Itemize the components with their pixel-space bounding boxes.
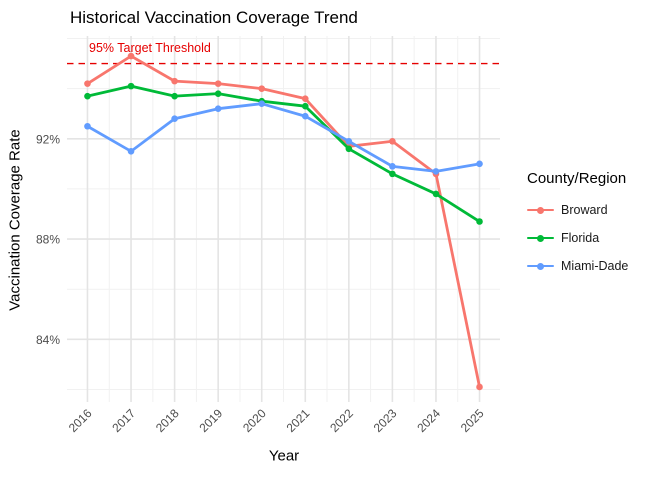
x-tick-label: 2017 bbox=[109, 406, 138, 435]
legend-item-miami-dade: Miami-Dade bbox=[527, 256, 628, 276]
data-point-miami-dade bbox=[476, 160, 483, 168]
chart-title: Historical Vaccination Coverage Trend bbox=[70, 8, 358, 27]
legend-key-line-dot-icon bbox=[527, 228, 554, 248]
data-point-miami-dade bbox=[389, 163, 396, 170]
y-tick-label: 92% bbox=[36, 132, 60, 146]
x-tick-label: 2016 bbox=[66, 406, 95, 435]
data-point-miami-dade bbox=[127, 148, 135, 155]
legend-label: Broward bbox=[561, 203, 608, 217]
legend: County/Region Broward Florida Miami-Dade bbox=[527, 170, 628, 284]
x-tick-label: 2023 bbox=[371, 406, 400, 435]
x-tick-label: 2025 bbox=[458, 406, 487, 435]
data-point-florida bbox=[84, 92, 91, 100]
data-point-broward bbox=[84, 80, 91, 87]
data-point-florida bbox=[476, 218, 483, 225]
legend-key-line-dot-icon bbox=[527, 256, 554, 276]
data-point-miami-dade bbox=[214, 105, 222, 112]
x-tick-label: 2020 bbox=[240, 406, 269, 435]
data-point-florida bbox=[127, 82, 135, 90]
data-point-broward bbox=[476, 383, 483, 391]
legend-label: Miami-Dade bbox=[561, 259, 629, 273]
data-point-florida bbox=[171, 92, 178, 100]
series-line-broward bbox=[86, 54, 481, 389]
data-point-miami-dade bbox=[84, 122, 91, 130]
y-tick-label: 88% bbox=[36, 233, 60, 247]
x-tick-label: 2018 bbox=[153, 406, 182, 435]
data-point-florida bbox=[214, 90, 222, 97]
data-point-florida bbox=[389, 170, 396, 178]
x-axis-title: Year bbox=[268, 447, 300, 465]
series-line-miami-dade bbox=[86, 102, 481, 173]
legend-items: Broward Florida Miami-Dade bbox=[527, 200, 628, 276]
data-point-miami-dade bbox=[171, 115, 178, 123]
x-tick-label: 2024 bbox=[414, 406, 443, 435]
threshold-label: 95% Target Threshold bbox=[89, 41, 211, 55]
series-line-florida bbox=[86, 84, 481, 223]
x-tick-label: 2021 bbox=[284, 406, 313, 435]
data-point-broward bbox=[258, 85, 266, 92]
data-point-miami-dade bbox=[345, 137, 353, 145]
legend-item-broward: Broward bbox=[527, 200, 628, 220]
legend-label: Florida bbox=[561, 231, 600, 245]
data-point-broward bbox=[301, 95, 309, 102]
y-tick-label: 84% bbox=[36, 333, 60, 347]
data-point-broward bbox=[127, 52, 135, 60]
y-axis-title: Vaccination Coverage Rate bbox=[6, 129, 24, 311]
x-tick-label: 2019 bbox=[196, 406, 225, 435]
legend-title: County/Region bbox=[527, 170, 627, 187]
data-point-florida bbox=[345, 145, 353, 153]
x-tick-label: 2022 bbox=[327, 406, 356, 435]
data-point-broward bbox=[214, 80, 222, 87]
legend-item-florida: Florida bbox=[527, 228, 628, 248]
data-point-florida bbox=[301, 102, 309, 110]
data-point-broward bbox=[389, 137, 396, 145]
legend-key-line-dot-icon bbox=[527, 200, 554, 220]
data-point-florida bbox=[432, 190, 440, 198]
data-point-miami-dade bbox=[432, 168, 440, 175]
data-point-broward bbox=[171, 77, 178, 85]
data-point-miami-dade bbox=[258, 100, 266, 107]
data-point-miami-dade bbox=[301, 112, 309, 120]
